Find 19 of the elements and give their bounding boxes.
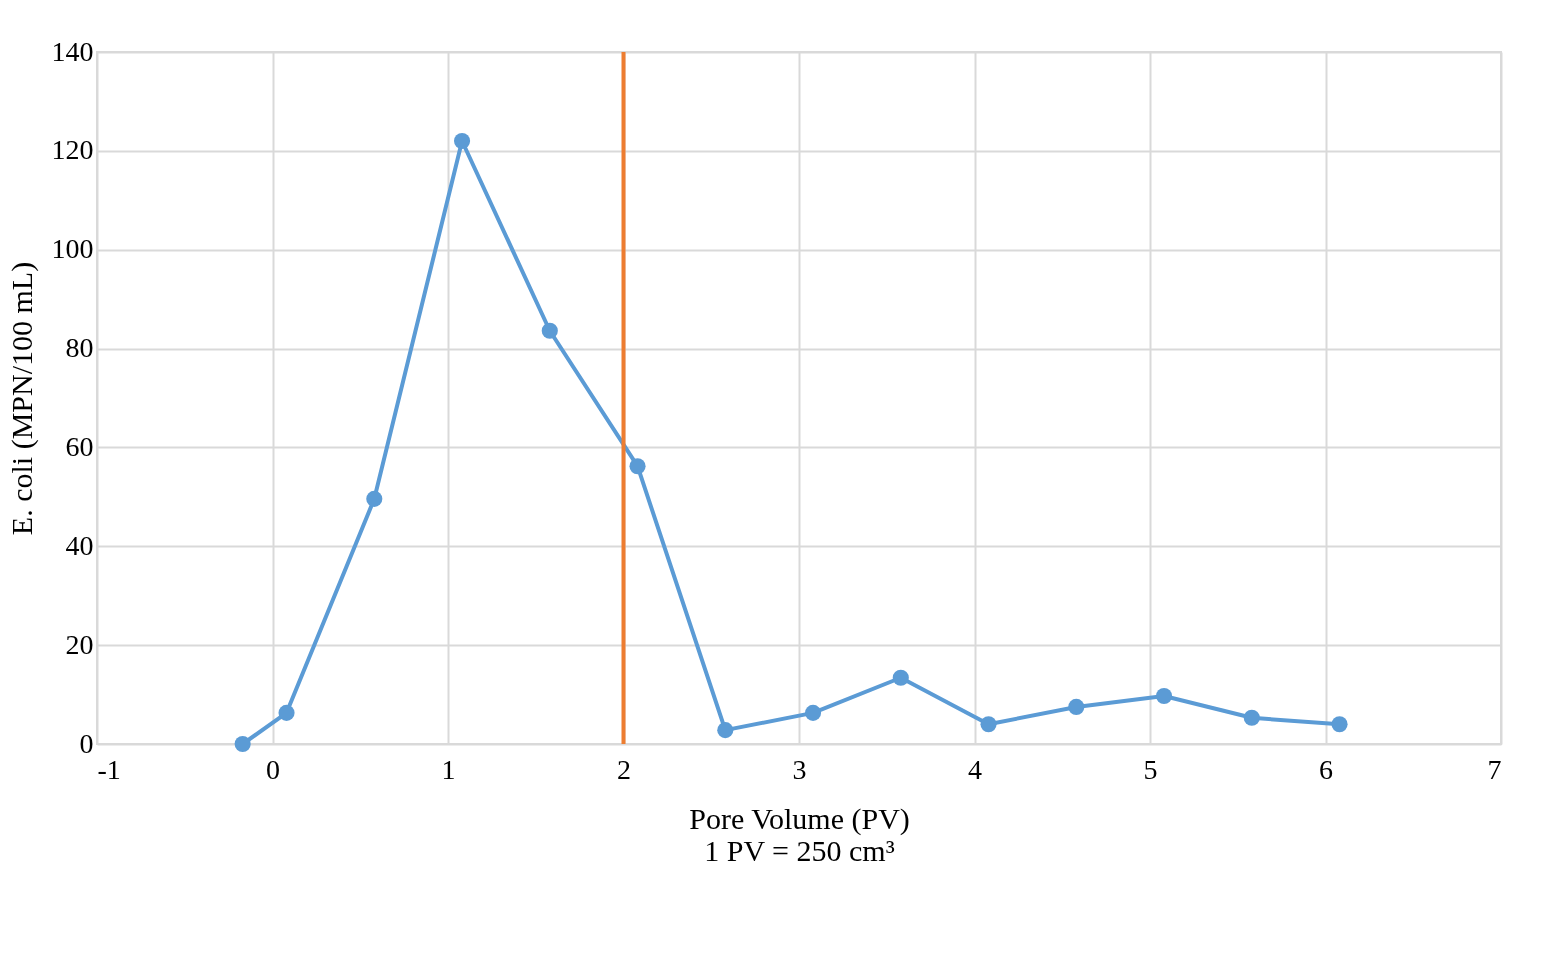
y-tick-label: 140 xyxy=(51,35,94,67)
y-tick-label: 120 xyxy=(51,134,94,166)
y-tick-label: 100 xyxy=(51,233,94,265)
x-tick-label: 3 xyxy=(792,753,807,785)
x-axis-title: Pore Volume (PV) 1 PV = 250 cm³ xyxy=(689,801,910,867)
x-tick-label: -1 xyxy=(97,753,121,785)
x-tick-label: 2 xyxy=(617,753,631,785)
y-tick-label: 20 xyxy=(65,628,94,660)
x-tick-label: 1 xyxy=(441,753,456,785)
y-axis-title: E. coli (MPN/100 mL) xyxy=(4,261,39,536)
y-tick-label: 0 xyxy=(79,727,94,759)
y-tick-label: 80 xyxy=(65,332,94,364)
x-tick-label: 0 xyxy=(266,753,280,785)
x-tick-label: 6 xyxy=(1319,753,1333,785)
x-tick-label: 5 xyxy=(1143,753,1158,785)
x-tick-label: 7 xyxy=(1487,753,1502,785)
y-tick-label: 60 xyxy=(65,430,94,462)
y-tick-label: 40 xyxy=(65,529,94,561)
x-tick-label: 4 xyxy=(968,753,982,785)
